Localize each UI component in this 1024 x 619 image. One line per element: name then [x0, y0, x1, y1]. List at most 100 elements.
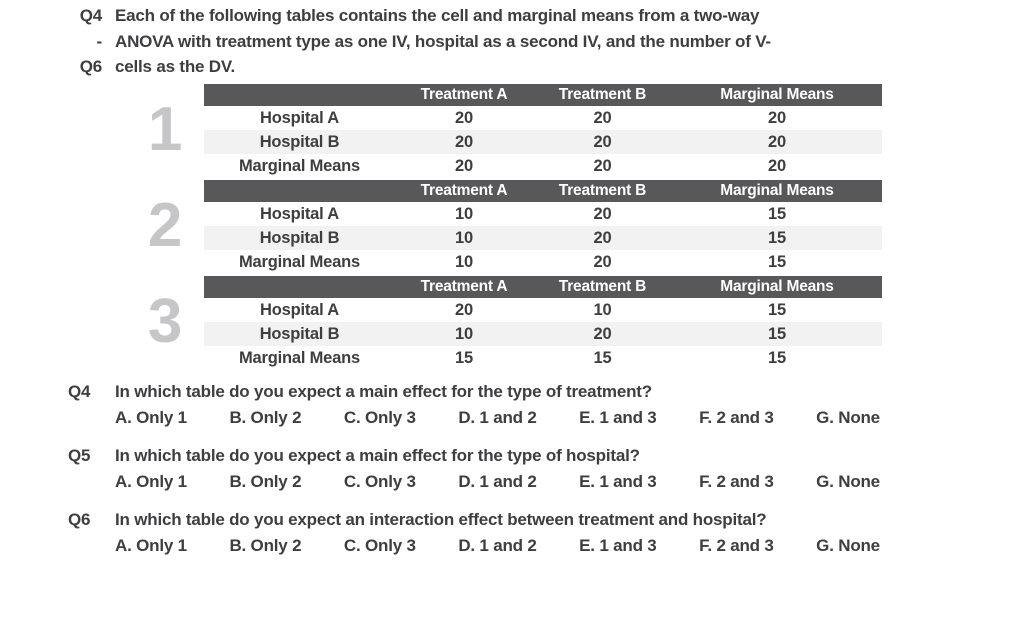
cell-value: 20	[455, 132, 473, 151]
answer-option: F. 2 and 3	[699, 472, 774, 491]
cell-value: 20	[768, 156, 786, 175]
answer-option: G. None	[816, 408, 880, 427]
row-label: Marginal Means	[239, 252, 360, 271]
anova-table-3: 3 Treatment A Treatment B Marginal Means…	[148, 276, 882, 370]
cell-value: 10	[455, 228, 473, 247]
anova-table-1: 1 Treatment A Treatment B Marginal Means…	[148, 84, 882, 178]
answer-option: D. 1 and 2	[458, 472, 537, 491]
column-header-treatment-a: Treatment A	[420, 182, 508, 199]
intro-line: - ANOVA with treatment type as one IV, h…	[68, 29, 898, 55]
table-row: Marginal Means 15 15 15	[204, 346, 882, 370]
cell-value: 20	[455, 156, 473, 175]
question-q4: Q4 In which table do you expect a main e…	[68, 381, 948, 429]
answer-option: C. Only 3	[343, 472, 416, 491]
answer-option: D. 1 and 2	[458, 536, 537, 555]
answer-option: A. Only 1	[115, 472, 187, 491]
row-label: Hospital B	[259, 132, 340, 151]
table-row: Hospital B 20 20 20	[204, 130, 882, 154]
answer-option: A. Only 1	[115, 536, 187, 555]
answer-option: A. Only 1	[115, 408, 187, 427]
cell-value: 20	[768, 108, 786, 127]
cell-value: 15	[768, 204, 786, 223]
anova-table-2: 2 Treatment A Treatment B Marginal Means…	[148, 180, 882, 274]
row-label: Marginal Means	[239, 156, 360, 175]
table-row: Hospital A 20 10 15	[204, 298, 882, 322]
column-header-treatment-b: Treatment B	[558, 182, 647, 199]
answer-option: D. 1 and 2	[458, 408, 537, 427]
question-text: In which table do you expect a main effe…	[115, 382, 652, 401]
answer-option: B. Only 2	[229, 408, 302, 427]
row-label: Marginal Means	[239, 348, 360, 367]
column-header-treatment-b: Treatment B	[558, 86, 647, 103]
table-number-2: 2	[147, 191, 183, 260]
cell-value: 20	[768, 132, 786, 151]
question-range-dash-label: -	[96, 31, 103, 51]
row-label: Hospital B	[259, 324, 340, 343]
answer-option: F. 2 and 3	[699, 536, 774, 555]
cell-value: 15	[768, 324, 786, 343]
intro-line: Q6 cells as the DV.	[68, 54, 898, 80]
question-content: In which table do you expect an interact…	[115, 509, 948, 557]
answer-option: E. 1 and 3	[579, 408, 657, 427]
cell-value: 20	[593, 324, 612, 343]
answer-option: B. Only 2	[229, 536, 302, 555]
intro-block: Q4 Each of the following tables contains…	[68, 3, 898, 80]
answer-options: A. Only 1 B. Only 2 C. Only 3 D. 1 and 2…	[115, 534, 880, 557]
table-row: Marginal Means 20 20 20	[204, 154, 882, 178]
cell-value: 15	[768, 228, 786, 247]
anova-tables: 1 Treatment A Treatment B Marginal Means…	[148, 84, 882, 372]
table-header-row: Treatment A Treatment B Marginal Means	[204, 84, 882, 106]
cell-value: 20	[593, 132, 612, 151]
question-range-start-label: Q4	[79, 6, 102, 25]
cell-value: 10	[455, 252, 473, 271]
table-header-row: Treatment A Treatment B Marginal Means	[204, 276, 882, 298]
table-row: Hospital B 10 20 15	[204, 322, 882, 346]
column-header-marginal-means: Marginal Means	[720, 86, 834, 103]
answer-options: A. Only 1 B. Only 2 C. Only 3 D. 1 and 2…	[115, 470, 880, 493]
column-header-marginal-means: Marginal Means	[720, 182, 834, 199]
intro-line: Q4 Each of the following tables contains…	[68, 3, 898, 29]
question-q5: Q5 In which table do you expect a main e…	[68, 445, 948, 493]
column-header-treatment-a: Treatment A	[420, 278, 508, 295]
answer-option: F. 2 and 3	[699, 408, 774, 427]
cell-value: 10	[455, 324, 473, 343]
cell-value: 15	[593, 348, 612, 367]
row-label: Hospital A	[260, 204, 339, 223]
question-label: Q6	[68, 510, 91, 529]
cell-value: 20	[593, 108, 612, 127]
cell-value: 15	[768, 348, 786, 367]
cell-value: 15	[455, 348, 473, 367]
question-label: Q5	[68, 446, 91, 465]
cell-value: 10	[455, 204, 473, 223]
cell-value: 20	[455, 300, 473, 319]
question-label: Q4	[68, 382, 91, 401]
table-row: Hospital A 20 20 20	[204, 106, 882, 130]
cell-value: 20	[593, 252, 612, 271]
table-header-row: Treatment A Treatment B Marginal Means	[204, 180, 882, 202]
cell-value: 20	[593, 228, 612, 247]
column-header-marginal-means: Marginal Means	[720, 278, 834, 295]
column-header-treatment-b: Treatment B	[558, 278, 647, 295]
answer-option: E. 1 and 3	[579, 536, 657, 555]
column-header-treatment-a: Treatment A	[420, 86, 508, 103]
question-text: In which table do you expect an interact…	[115, 510, 767, 529]
answer-option: B. Only 2	[229, 472, 302, 491]
row-label: Hospital A	[260, 108, 339, 127]
answer-options: A. Only 1 B. Only 2 C. Only 3 D. 1 and 2…	[115, 406, 880, 429]
answer-option: G. None	[816, 472, 880, 491]
row-label: Hospital A	[260, 300, 339, 319]
table-row: Marginal Means 10 20 15	[204, 250, 882, 274]
answer-option: G. None	[816, 536, 880, 555]
cell-value: 20	[455, 108, 473, 127]
questions-block: Q4 In which table do you expect a main e…	[68, 381, 948, 573]
table-number-3: 3	[147, 287, 183, 356]
cell-value: 20	[593, 156, 612, 175]
intro-text-line: Each of the following tables contains th…	[115, 6, 760, 25]
table-number-1: 1	[147, 95, 183, 164]
answer-option: C. Only 3	[343, 408, 416, 427]
question-q6: Q6 In which table do you expect an inter…	[68, 509, 948, 557]
intro-text-line: cells as the DV.	[115, 57, 235, 76]
question-range-end-label: Q6	[79, 57, 102, 76]
question-content: In which table do you expect a main effe…	[115, 381, 948, 429]
